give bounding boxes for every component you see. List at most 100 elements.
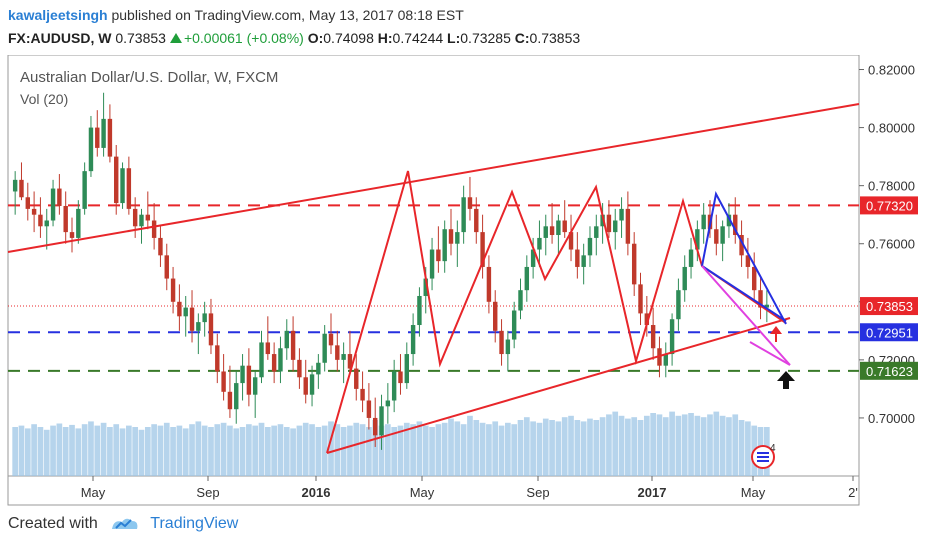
volume-bar: [738, 420, 745, 476]
candle-body: [581, 255, 586, 267]
price-chart[interactable]: 4 Australian Dollar/U.S. Dollar, W, FXCM…: [0, 55, 932, 507]
candle-body: [493, 301, 498, 331]
candle-body: [234, 383, 239, 410]
published-text: published on TradingView.com, May 13, 20…: [111, 7, 464, 23]
volume-bar: [631, 417, 638, 476]
volume-bar: [126, 425, 132, 476]
volume-bar: [119, 428, 126, 476]
volume-bar: [391, 427, 398, 476]
volume-bar: [220, 422, 227, 476]
volume-bar: [12, 427, 19, 476]
volume-bar: [296, 425, 303, 476]
red-up-arrow-icon: [770, 326, 782, 342]
candle-body: [739, 235, 744, 256]
volume-bar: [422, 425, 429, 476]
volume-bar: [719, 415, 726, 476]
candle-body: [170, 278, 176, 302]
volume-bar: [498, 425, 505, 476]
candle-body: [720, 226, 725, 244]
volume-bar: [555, 421, 562, 476]
volume-bar: [366, 427, 372, 476]
candle-body: [259, 342, 264, 378]
candle-body: [316, 362, 321, 375]
volume-bar: [479, 422, 486, 476]
volume-bar: [353, 422, 360, 476]
candle-body: [158, 237, 163, 256]
symbol-label: FX:AUDUSD, W: [8, 30, 112, 46]
tradingview-brand-link[interactable]: TradingView: [150, 515, 239, 533]
candle-body: [650, 325, 656, 349]
volume-bar: [56, 423, 63, 476]
volume-bar: [448, 418, 454, 476]
volume-bar: [397, 425, 404, 476]
volume-bar: [271, 425, 277, 476]
author-link[interactable]: kawaljeetsingh: [8, 7, 108, 23]
volume-bar: [31, 424, 37, 476]
volume-bar: [144, 427, 151, 476]
volume-bar: [201, 425, 208, 476]
volume-bar: [208, 427, 214, 476]
candle-body: [360, 388, 365, 401]
candle-body: [151, 220, 157, 238]
candle-body: [196, 322, 201, 331]
candle-body: [12, 179, 18, 192]
candle-body: [676, 290, 681, 320]
candle-body: [594, 226, 599, 238]
candle-body: [600, 214, 605, 227]
volume-bar: [233, 428, 240, 476]
candle-body: [366, 400, 372, 418]
high-label: H:: [377, 30, 393, 46]
candle-body: [215, 345, 220, 372]
x-tick-label: 2': [848, 485, 858, 500]
price-tag-label: 0.77320: [866, 198, 913, 213]
candle-body: [385, 400, 391, 407]
volume-bar: [182, 428, 189, 476]
volume-bar: [290, 428, 296, 476]
candle-body: [120, 168, 125, 204]
time-axis[interactable]: May Sep 2016 May Sep 2017 May 2': [81, 476, 858, 500]
candle-body: [417, 295, 422, 326]
candle-body: [76, 208, 81, 238]
candle-body: [499, 330, 504, 355]
volume-bar: [378, 425, 385, 476]
volume-bars: [12, 411, 770, 476]
x-tick-label: 2017: [638, 485, 667, 500]
candle-body: [82, 171, 87, 209]
zigzag-pattern: [326, 170, 787, 454]
candle-body: [467, 197, 473, 209]
volume-bar: [492, 421, 499, 476]
candle-body: [448, 229, 454, 244]
candle-body: [284, 330, 289, 349]
volume-bar: [214, 424, 221, 476]
volume-bar: [599, 417, 606, 476]
volume-bar: [100, 422, 107, 476]
candle-body: [701, 214, 706, 230]
candle-body: [543, 226, 548, 238]
volume-bar: [580, 421, 587, 476]
volume-bar: [700, 417, 707, 476]
candle-body: [682, 266, 687, 291]
candle-body: [537, 237, 542, 250]
candle-body: [758, 290, 763, 308]
volume-bar: [694, 415, 701, 476]
candle-body: [107, 118, 113, 157]
volume-bar: [24, 428, 31, 476]
volume-bar: [637, 420, 644, 476]
volume-bar: [587, 418, 593, 476]
volume-bar: [62, 427, 69, 476]
volume-bar: [707, 414, 713, 476]
candle-body: [575, 249, 580, 267]
candle-body: [442, 229, 447, 262]
candle-body: [606, 214, 612, 233]
candle-body: [335, 345, 340, 360]
volume-bar: [94, 425, 101, 476]
candle-body: [303, 377, 308, 395]
volume-bar: [618, 415, 625, 476]
open-value: 0.74098: [323, 30, 374, 46]
volume-bar: [410, 424, 416, 476]
candle-body: [568, 232, 574, 250]
upper-channel-line: [7, 103, 860, 253]
candle-body: [549, 226, 555, 236]
candle-body: [202, 313, 207, 323]
candle-body: [95, 127, 100, 148]
